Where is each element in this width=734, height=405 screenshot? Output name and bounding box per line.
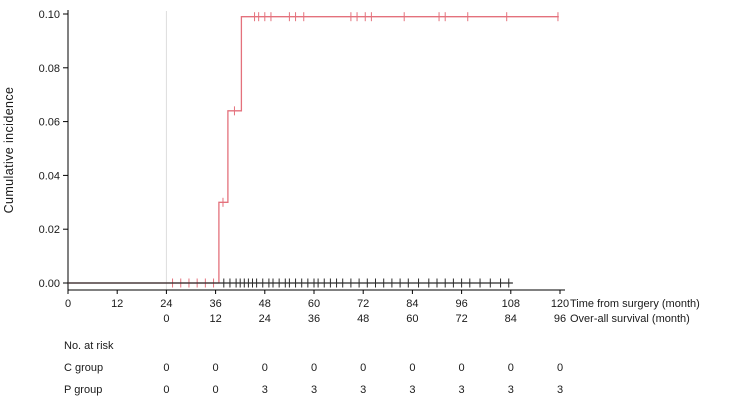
x-tick-label: 24 — [160, 298, 172, 310]
x2-tick-label: 36 — [308, 313, 320, 325]
risk-row-label-p-group: P group — [64, 384, 102, 396]
risk-value: 0 — [163, 384, 169, 396]
y-tick-label: 0.02 — [39, 224, 60, 236]
risk-value: 3 — [508, 384, 514, 396]
x-tick-label: 48 — [259, 298, 271, 310]
risk-row-label-c-group: C group — [64, 362, 103, 374]
y-tick-label: 0.10 — [39, 9, 60, 21]
red-curve — [68, 16, 559, 284]
risk-value: 3 — [459, 384, 465, 396]
x2-tick-label: 24 — [259, 313, 271, 325]
x-tick-label: 108 — [502, 298, 520, 310]
risk-value: 3 — [409, 384, 415, 396]
x-tick-label: 72 — [357, 298, 369, 310]
risk-value: 3 — [557, 384, 563, 396]
x-tick-label: 36 — [209, 298, 221, 310]
x-tick-label: 60 — [308, 298, 320, 310]
risk-value: 3 — [262, 384, 268, 396]
x-axis2-title: Over-all survival (month) — [570, 313, 690, 325]
x2-tick-label: 48 — [357, 313, 369, 325]
x-tick-label: 0 — [65, 298, 71, 310]
y-axis-title: Cumulative incidence — [2, 87, 16, 214]
risk-value: 3 — [311, 384, 317, 396]
risk-value: 0 — [213, 384, 219, 396]
x-tick-label: 120 — [551, 298, 569, 310]
x2-tick-label: 84 — [505, 313, 517, 325]
risk-table-title: No. at risk — [64, 340, 114, 352]
risk-value: 0 — [557, 362, 563, 374]
risk-value: 0 — [262, 362, 268, 374]
risk-value: 0 — [459, 362, 465, 374]
x2-tick-label: 96 — [554, 313, 566, 325]
plot-layer: 0 12 24 36 48 60 72 84 96 108 120 0 12 24 36 48 60 72 84 96… — [39, 9, 570, 396]
y-tick-label: 0.06 — [39, 117, 60, 129]
x-axis1-title: Time from surgery (month) — [570, 298, 700, 310]
y-tick-label: 0.04 — [39, 170, 60, 182]
x-tick-label: 12 — [111, 298, 123, 310]
risk-value: 0 — [360, 362, 366, 374]
x2-tick-label: 60 — [406, 313, 418, 325]
risk-value: 3 — [360, 384, 366, 396]
x-tick-label: 84 — [406, 298, 418, 310]
y-tick-label: 0.00 — [39, 278, 60, 290]
y-tick-label: 0.08 — [39, 63, 60, 75]
x-tick-label: 96 — [455, 298, 467, 310]
x2-tick-label: 72 — [455, 313, 467, 325]
x2-tick-label: 0 — [163, 313, 169, 325]
risk-value: 0 — [311, 362, 317, 374]
risk-value: 0 — [213, 362, 219, 374]
risk-value: 0 — [163, 362, 169, 374]
risk-value: 0 — [409, 362, 415, 374]
risk-value: 0 — [508, 362, 514, 374]
x2-tick-label: 12 — [209, 313, 221, 325]
